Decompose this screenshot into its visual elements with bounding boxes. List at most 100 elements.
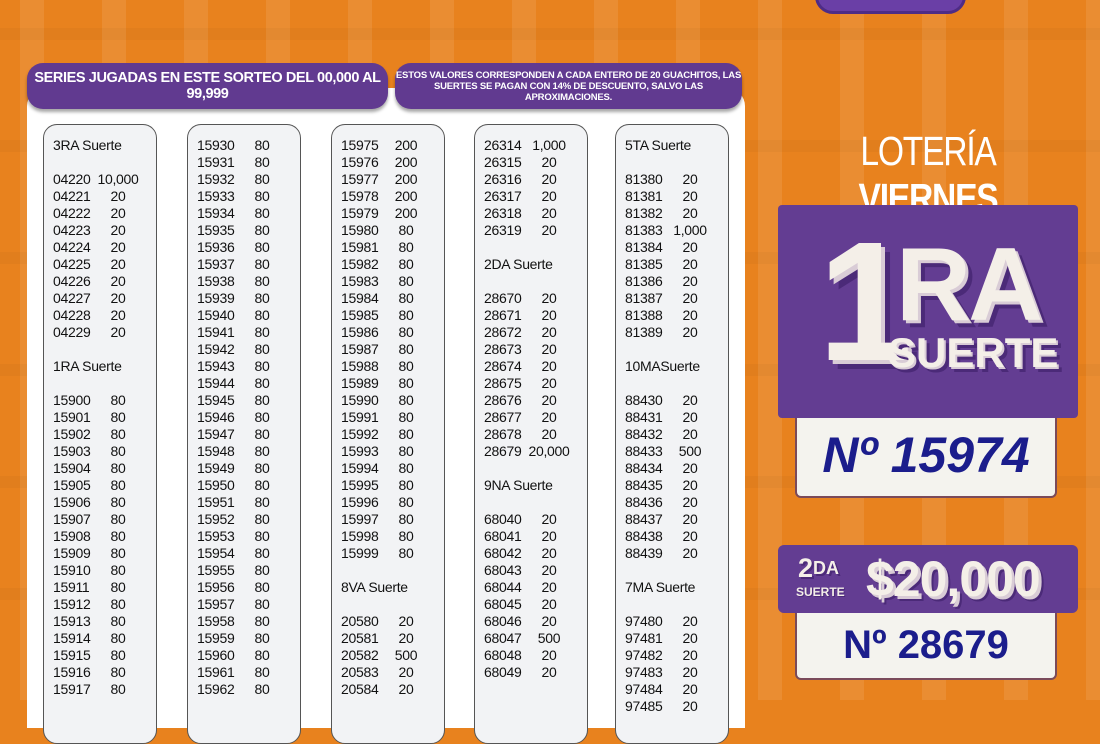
prize-value: 80 — [254, 358, 270, 374]
prize-value: 20 — [541, 596, 557, 612]
ticket-number: 15953 — [197, 528, 235, 544]
first-prize-ordinal-suffix: RA — [896, 227, 1043, 343]
result-row: 15901 80 — [44, 409, 156, 426]
result-row: 15941 80 — [188, 324, 300, 341]
result-row: 68041 20 — [475, 528, 587, 545]
prize-value: 80 — [254, 409, 270, 425]
ticket-number: 15938 — [197, 273, 235, 289]
prize-value: 10,000 — [97, 171, 139, 187]
section-heading: 9NA Suerte — [484, 477, 553, 493]
ticket-number: 26315 — [484, 154, 522, 170]
result-row: 15932 80 — [188, 171, 300, 188]
ticket-number: 81381 — [625, 188, 663, 204]
result-row: 15995 80 — [332, 477, 444, 494]
ticket-number: 97482 — [625, 647, 663, 663]
ticket-number: 04220 — [53, 171, 91, 187]
second-prize-banner: 2DA SUERTE $20,000 — [778, 545, 1078, 613]
prize-value: 200 — [394, 171, 418, 187]
ticket-number: 04229 — [53, 324, 91, 340]
prize-value: 20 — [682, 647, 698, 663]
prize-value: 20 — [541, 426, 557, 442]
result-row: 15980 80 — [332, 222, 444, 239]
result-row: 15937 80 — [188, 256, 300, 273]
first-prize-banner: 1 RA SUERTE — [778, 205, 1078, 418]
section-heading: 1RA Suerte — [53, 358, 122, 374]
section-heading: 10MASuerte — [625, 358, 700, 374]
prize-value: 20 — [541, 290, 557, 306]
prize-value: 20 — [398, 681, 414, 697]
ticket-number: 81384 — [625, 239, 663, 255]
prize-value: 20 — [398, 613, 414, 629]
ticket-number: 15955 — [197, 562, 235, 578]
ticket-number: 97480 — [625, 613, 663, 629]
prize-value: 80 — [110, 477, 126, 493]
prize-value: 80 — [254, 664, 270, 680]
ticket-number: 68047 — [484, 630, 522, 646]
prize-value: 80 — [110, 494, 126, 510]
prize-value: 20 — [682, 205, 698, 221]
prize-value: 20 — [682, 273, 698, 289]
ticket-number: 04226 — [53, 273, 91, 289]
result-row: 15976 200 — [332, 154, 444, 171]
ticket-number: 15909 — [53, 545, 91, 561]
prize-value: 20 — [541, 562, 557, 578]
ticket-number: 15914 — [53, 630, 91, 646]
prize-value: 20 — [110, 188, 126, 204]
ticket-number: 15960 — [197, 647, 235, 663]
prize-value: 80 — [254, 290, 270, 306]
ticket-number: 20580 — [341, 613, 379, 629]
result-row: 68049 20 — [475, 664, 587, 681]
ticket-number: 97484 — [625, 681, 663, 697]
prize-value: 80 — [398, 409, 414, 425]
prize-value: 80 — [398, 239, 414, 255]
prize-value: 80 — [110, 409, 126, 425]
result-row: 15906 80 — [44, 494, 156, 511]
ticket-number: 15959 — [197, 630, 235, 646]
section-heading: 2DA Suerte — [484, 256, 553, 272]
result-row: 15905 80 — [44, 477, 156, 494]
prize-value: 20 — [110, 205, 126, 221]
prize-value: 80 — [398, 477, 414, 493]
ticket-number: 15999 — [341, 545, 379, 561]
prize-value: 20 — [541, 511, 557, 527]
ticket-number: 20581 — [341, 630, 379, 646]
ticket-number: 81387 — [625, 290, 663, 306]
prize-value: 80 — [110, 443, 126, 459]
result-row: 15981 80 — [332, 239, 444, 256]
prize-value: 20 — [682, 290, 698, 306]
prize-value: 80 — [110, 647, 126, 663]
result-row: 28677 20 — [475, 409, 587, 426]
prize-value: 20 — [541, 358, 557, 374]
result-row: 15940 80 — [188, 307, 300, 324]
prize-value: 80 — [254, 630, 270, 646]
result-row: 15951 80 — [188, 494, 300, 511]
ticket-number: 04225 — [53, 256, 91, 272]
prize-value: 20 — [682, 545, 698, 561]
ticket-number: 15983 — [341, 273, 379, 289]
result-row: 28679 20,000 — [475, 443, 587, 460]
ticket-number: 15962 — [197, 681, 235, 697]
ticket-number: 15930 — [197, 137, 235, 153]
result-row: 88433 500 — [616, 443, 728, 460]
result-row: 88438 20 — [616, 528, 728, 545]
result-row: 15997 80 — [332, 511, 444, 528]
prize-value: 20 — [682, 171, 698, 187]
result-row: 15909 80 — [44, 545, 156, 562]
ticket-number: 15944 — [197, 375, 235, 391]
ticket-number: 28672 — [484, 324, 522, 340]
ticket-number: 97485 — [625, 698, 663, 714]
payment-note-banner: ESTOS VALORES CORRESPONDEN A CADA ENTERO… — [395, 63, 742, 109]
prize-value: 20 — [541, 409, 557, 425]
ticket-number: 97481 — [625, 630, 663, 646]
ticket-number: 81389 — [625, 324, 663, 340]
ticket-number: 15984 — [341, 290, 379, 306]
prize-value: 80 — [254, 171, 270, 187]
ticket-number: 15985 — [341, 307, 379, 323]
result-row: 28670 20 — [475, 290, 587, 307]
result-row: 81386 20 — [616, 273, 728, 290]
ticket-number: 15937 — [197, 256, 235, 272]
ticket-number: 15917 — [53, 681, 91, 697]
prize-value: 80 — [254, 392, 270, 408]
first-prize-ordinal: 1 — [818, 207, 912, 397]
result-row: 15931 80 — [188, 154, 300, 171]
